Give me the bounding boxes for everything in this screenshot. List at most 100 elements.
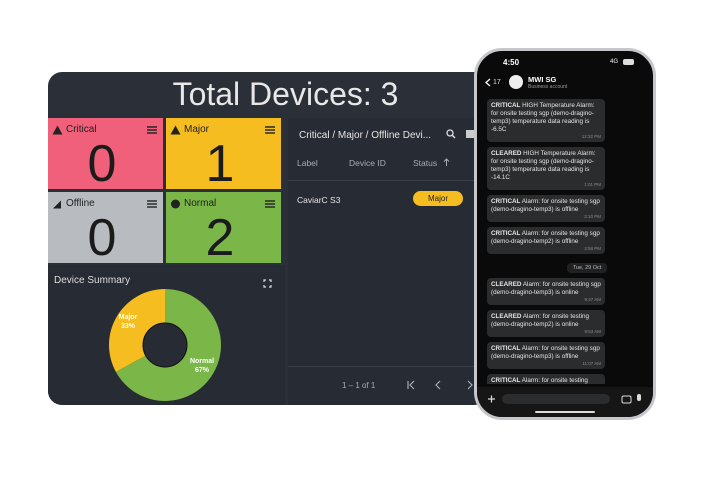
- search-icon[interactable]: [446, 129, 456, 139]
- status-tile: Critical 0: [48, 118, 163, 193]
- menu-icon[interactable]: [265, 126, 275, 134]
- tile-icon: [53, 200, 61, 209]
- status-tile: Normal 2: [166, 192, 281, 267]
- message-list: CRITICAL HIGH Temperature Alarm: for ons…: [487, 99, 647, 384]
- contact-subtitle: Business account: [528, 84, 568, 90]
- contact-name: MWI SG: [528, 75, 557, 84]
- message-text: HIGH Temperature Alarm: for onsite testi…: [491, 150, 596, 181]
- cell-label: CaviarC S3: [297, 195, 341, 205]
- tile-label: Major: [184, 124, 210, 135]
- warning-icon: [52, 125, 63, 135]
- message-body: CRITICAL Alarm: for onsite testing (demo…: [491, 377, 601, 384]
- message-bubble: CLEARED Alarm: for onsite testing (demo-…: [487, 310, 605, 337]
- battery: [623, 59, 634, 65]
- message-bubble: CLEARED Alarm: for onsite testing sgp (d…: [487, 278, 605, 305]
- message-status: CRITICAL: [491, 345, 521, 352]
- tile-label: Normal: [184, 198, 217, 209]
- message-status: CLEARED: [491, 313, 522, 320]
- message-text: Alarm: for onsite testing sgp (demo-drag…: [491, 345, 600, 360]
- tile-icon: [52, 125, 63, 135]
- segment-value: 67%: [195, 367, 210, 374]
- message-time: 1:01 PM: [584, 182, 601, 187]
- column-header: Label: [297, 158, 318, 168]
- message-text: Alarm: for onsite testing sgp (demo-drag…: [491, 281, 601, 296]
- message-bubble: CRITICAL Alarm: for onsite testing sgp (…: [487, 227, 605, 254]
- message-status: CRITICAL: [491, 102, 521, 109]
- sort-icon[interactable]: [443, 158, 450, 167]
- home-indicator: [535, 411, 595, 413]
- device-summary-panel: Device Summary Major 33% Normal 67%: [48, 265, 285, 405]
- tile-count: 1: [205, 135, 235, 193]
- devices-table: Critical / Major / Offline Devi... Label…: [288, 118, 488, 405]
- message-body: CLEARED Alarm: for onsite testing sgp (d…: [491, 281, 601, 297]
- status-badge: Major: [413, 191, 463, 206]
- donut-hole: [142, 322, 188, 368]
- tile-label: Offline: [66, 198, 95, 209]
- avatar: [509, 75, 523, 89]
- segment-label: Major: [119, 314, 138, 321]
- tile-count: 0: [87, 209, 117, 267]
- footer-divider: [288, 366, 488, 367]
- segment-label: Normal: [190, 358, 214, 365]
- message-body: CLEARED Alarm: for onsite testing (demo-…: [491, 313, 601, 329]
- warning-icon: [170, 125, 181, 135]
- message-time: 3:10 PM: [584, 214, 601, 219]
- dashboard-title: Total Devices: 3: [172, 76, 399, 112]
- message-time: 9:53 AM: [584, 329, 601, 334]
- column-header: Status: [413, 158, 438, 168]
- menu-icon[interactable]: [147, 200, 157, 208]
- message-time: 9:47 AM: [584, 297, 601, 302]
- message-time: 12:32 PM: [581, 134, 601, 139]
- signal-icon: [53, 200, 61, 209]
- message-body: CRITICAL HIGH Temperature Alarm: for ons…: [491, 102, 601, 134]
- message-status: CLEARED: [491, 150, 522, 157]
- message-body: CRITICAL Alarm: for onsite testing sgp (…: [491, 230, 601, 246]
- status-network: 4G: [610, 59, 619, 65]
- message-time: 3:58 PM: [584, 246, 601, 251]
- menu-icon[interactable]: [265, 200, 275, 208]
- status-time: 4:50: [503, 58, 520, 67]
- message-bubble: CRITICAL Alarm: for onsite testing sgp (…: [487, 195, 605, 222]
- message-body: CRITICAL Alarm: for onsite testing sgp (…: [491, 198, 601, 214]
- message-time: 11:07 AM: [582, 361, 601, 366]
- tile-icon: [170, 125, 181, 135]
- message-body: CLEARED HIGH Temperature Alarm: for onsi…: [491, 150, 601, 182]
- status-tile: Major 1: [166, 118, 281, 193]
- phone: 4:50 4G 17 MWI SG Business account CRITI…: [474, 48, 656, 420]
- donut-segment: [108, 289, 165, 372]
- pager-icons[interactable]: [406, 380, 486, 390]
- summary-title: Device Summary: [54, 275, 131, 286]
- message-status: CRITICAL: [491, 198, 521, 205]
- dashboard: Total Devices: 3 Device Summary Major 33%…: [48, 72, 488, 405]
- header-divider: [288, 180, 488, 181]
- table-title: Critical / Major / Offline Devi...: [299, 130, 432, 141]
- pagination: 1 – 1 of 1: [342, 381, 376, 390]
- message-status: CRITICAL: [491, 230, 521, 237]
- input-icons[interactable]: [486, 393, 646, 405]
- tile-count: 0: [87, 135, 117, 193]
- segment-value: 33%: [121, 323, 136, 330]
- message-text: Alarm: for onsite testing (demo-dragino-…: [491, 313, 589, 328]
- message-bubble: CRITICAL Alarm: for onsite testing (demo…: [487, 374, 605, 384]
- tile-count: 2: [205, 209, 235, 267]
- tile-icon: [171, 199, 180, 209]
- message-status: CRITICAL: [491, 377, 521, 384]
- back-count[interactable]: 17: [493, 79, 501, 86]
- fullscreen-icon[interactable]: [263, 279, 272, 288]
- message-bubble: CRITICAL HIGH Temperature Alarm: for ons…: [487, 99, 605, 142]
- date-separator: Tue, 29 Oct: [566, 263, 608, 273]
- donut-segment: [115, 289, 221, 401]
- back-icon[interactable]: [485, 78, 491, 87]
- columns-icon[interactable]: [466, 130, 474, 138]
- tile-label: Critical: [66, 124, 97, 135]
- message-body: CRITICAL Alarm: for onsite testing sgp (…: [491, 345, 601, 361]
- check-icon: [171, 199, 180, 209]
- message-status: CLEARED: [491, 281, 522, 288]
- message-text: Alarm: for onsite testing sgp (demo-drag…: [491, 230, 600, 245]
- menu-icon[interactable]: [147, 126, 157, 134]
- message-text: Alarm: for onsite testing (demo-dragino-…: [521, 377, 588, 384]
- message-text: HIGH Temperature Alarm: for onsite testi…: [491, 102, 595, 133]
- message-bubble: CRITICAL Alarm: for onsite testing sgp (…: [487, 342, 605, 369]
- donut-chart: Major 33% Normal 67%: [108, 289, 221, 401]
